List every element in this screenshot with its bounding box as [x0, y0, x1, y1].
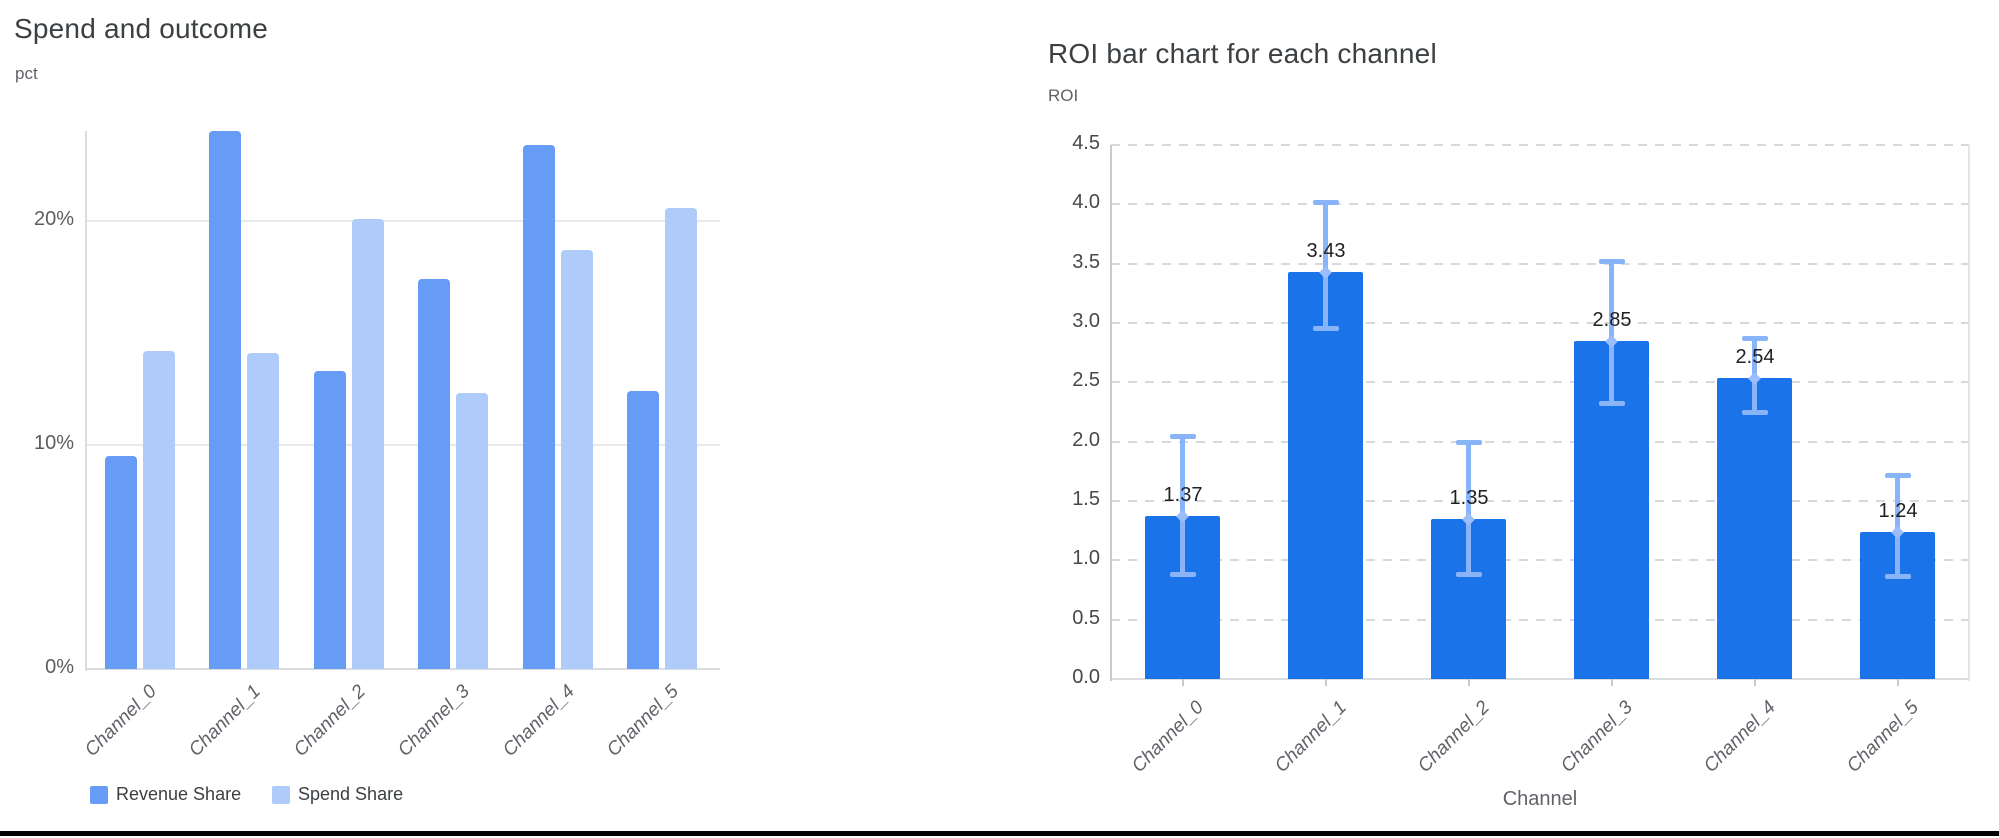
y-axis-line	[85, 131, 87, 671]
y-axis-tick-label: 2.5	[1072, 369, 1100, 391]
right-xaxis-title: Channel	[1502, 788, 1578, 810]
error-bar-stem	[1466, 442, 1471, 575]
right-chart-title: ROI bar chart for each channel	[1048, 38, 1437, 69]
bar-spend-share-channel_4[interactable]	[561, 250, 593, 669]
bar-revenue-share-channel_0[interactable]	[105, 456, 137, 669]
x-axis-tick-mark	[1754, 679, 1756, 686]
bar-spend-share-channel_1[interactable]	[247, 353, 279, 669]
y-axis-tick-label: 1.5	[1072, 488, 1100, 510]
bar-revenue-share-channel_1[interactable]	[209, 131, 241, 669]
plot-right-border	[1968, 145, 1970, 681]
error-bar-cap-bottom	[1313, 326, 1339, 331]
y-axis-tick-label: 4.0	[1072, 191, 1100, 213]
bar-value-label: 1.35	[1449, 487, 1489, 509]
bar-spend-share-channel_0[interactable]	[143, 351, 175, 669]
left-chart-title: Spend and outcome	[14, 13, 269, 44]
y-gridline	[1111, 144, 1969, 146]
bar-value-label: 2.85	[1592, 309, 1632, 331]
bar-value-label: 1.37	[1163, 484, 1203, 506]
y-axis-tick-label: 4.5	[1072, 132, 1100, 154]
x-axis-tick-mark	[1325, 679, 1327, 686]
right-yaxis-unit-label: ROI	[1048, 86, 1079, 105]
y-axis-line	[1110, 145, 1112, 681]
legend-swatch-spend-share	[272, 786, 290, 804]
error-bar-cap-top	[1742, 336, 1768, 341]
error-bar-cap-bottom	[1742, 410, 1768, 415]
bar-revenue-share-channel_3[interactable]	[418, 279, 450, 669]
error-bar-cap-bottom	[1170, 572, 1196, 577]
error-bar-cap-bottom	[1456, 572, 1482, 577]
bar-revenue-share-channel_5[interactable]	[627, 391, 659, 669]
bar-spend-share-channel_2[interactable]	[352, 219, 384, 669]
error-bar-stem	[1609, 261, 1614, 403]
y-gridline	[86, 668, 720, 670]
bar-revenue-share-channel_4[interactable]	[523, 145, 555, 669]
legend-label-spend-share: Spend Share	[298, 784, 404, 804]
error-bar-cap-top	[1456, 440, 1482, 445]
y-gridline	[1111, 678, 1969, 680]
error-bar-cap-top	[1170, 434, 1196, 439]
window-bottom-edge	[0, 831, 1999, 836]
x-axis-tick-mark	[1468, 679, 1470, 686]
y-gridline	[1111, 500, 1969, 502]
error-bar-cap-top	[1313, 200, 1339, 205]
y-axis-tick-label: 0.5	[1072, 607, 1100, 629]
bar-revenue-share-channel_2[interactable]	[314, 371, 346, 669]
y-gridline	[86, 220, 720, 222]
y-gridline	[1111, 559, 1969, 561]
bar-spend-share-channel_3[interactable]	[456, 393, 488, 669]
error-bar-cap-top	[1885, 473, 1911, 478]
y-gridline	[1111, 381, 1969, 383]
error-bar-cap-bottom	[1885, 574, 1911, 579]
legend-label-revenue-share: Revenue Share	[116, 784, 242, 804]
y-axis-tick-label: 3.0	[1072, 310, 1100, 332]
y-gridline	[1111, 322, 1969, 324]
x-axis-tick-mark	[1182, 679, 1184, 686]
bar-value-label: 3.43	[1306, 240, 1346, 262]
bar-spend-share-channel_5[interactable]	[665, 208, 697, 669]
error-bar-cap-top	[1599, 259, 1625, 264]
error-bar-cap-bottom	[1599, 401, 1625, 406]
y-gridline	[1111, 263, 1969, 265]
x-axis-tick-mark	[1897, 679, 1899, 686]
y-axis-tick-label: 3.5	[1072, 251, 1100, 273]
legend-swatch-revenue-share	[90, 786, 108, 804]
y-axis-tick-label: 10%	[33, 432, 74, 454]
y-axis-tick-label: 1.0	[1072, 547, 1100, 569]
error-bar-stem	[1180, 436, 1185, 575]
left-yaxis-unit-label: pct	[15, 64, 38, 83]
y-axis-tick-label: 0%	[45, 656, 74, 678]
y-gridline	[1111, 203, 1969, 205]
y-gridline	[1111, 619, 1969, 621]
y-axis-tick-label: 0.0	[1072, 666, 1100, 688]
y-axis-tick-label: 20%	[33, 208, 74, 230]
y-axis-tick-label: 2.0	[1072, 429, 1100, 451]
error-bar-stem	[1895, 475, 1900, 577]
bar-value-label: 2.54	[1735, 346, 1775, 368]
bar-value-label: 1.24	[1878, 500, 1918, 522]
bar-roi-channel_1[interactable]	[1288, 272, 1363, 679]
y-gridline	[86, 444, 720, 446]
x-axis-tick-mark	[1611, 679, 1613, 686]
error-bar-stem	[1323, 202, 1328, 329]
y-gridline	[1111, 441, 1969, 443]
bar-roi-channel_4[interactable]	[1717, 378, 1792, 679]
